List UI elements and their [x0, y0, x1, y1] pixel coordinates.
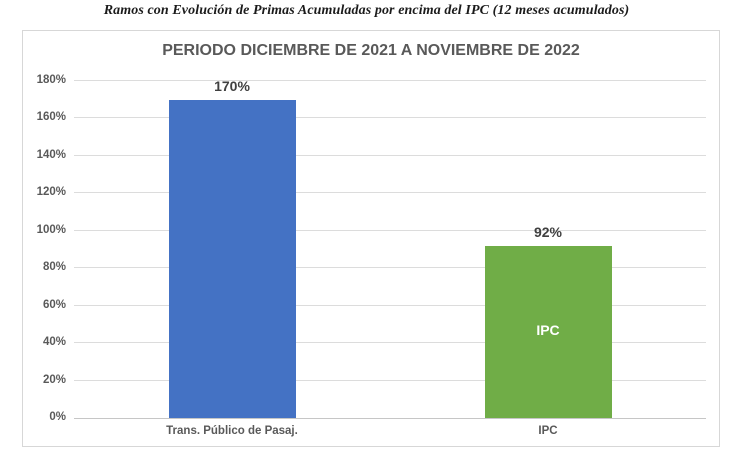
y-axis-tick-label: 20%: [42, 373, 66, 386]
gridline: [74, 418, 706, 419]
gridline: [74, 229, 706, 231]
bar-inner-label: IPC: [536, 321, 560, 338]
gridline: [74, 304, 706, 306]
y-axis-tick-label: 100%: [36, 223, 66, 236]
chart-title: PERIODO DICIEMBRE DE 2021 A NOVIEMBRE DE…: [162, 42, 580, 59]
gridline: [74, 80, 706, 81]
chart-frame: PERIODO DICIEMBRE DE 2021 A NOVIEMBRE DE…: [22, 30, 720, 447]
gridline: [74, 117, 706, 119]
bar-1: [168, 99, 296, 418]
y-axis-tick-label: 40%: [42, 336, 66, 349]
y-axis-tick-label: 60%: [42, 298, 66, 311]
y-axis-tick-label: 120%: [36, 186, 66, 199]
y-axis-tick-label: 160%: [36, 111, 66, 124]
y-axis-tick-label: 140%: [36, 148, 66, 161]
page-title: Ramos con Evolución de Primas Acumuladas…: [103, 3, 630, 18]
y-axis-tick-label: 0%: [49, 411, 66, 423]
gridline: [74, 154, 706, 156]
y-axis-tick-label: 180%: [36, 74, 66, 86]
gridline: [74, 342, 706, 344]
bar-value-label: 170%: [214, 77, 250, 94]
gridline: [74, 192, 706, 194]
gridline: [74, 267, 706, 269]
plot-area: 0% 20% 40% 60% 80% 100% 120% 140% 160% 180% 170% Tr…: [37, 74, 706, 437]
bar-value-label: 92%: [533, 223, 563, 240]
bar-2: [484, 245, 612, 418]
x-axis-category-label: Trans. Público de Pasaj.: [166, 425, 298, 437]
gridline: [74, 379, 706, 381]
y-axis-tick-label: 80%: [42, 261, 66, 274]
x-axis-category-label: IPC: [538, 425, 558, 437]
